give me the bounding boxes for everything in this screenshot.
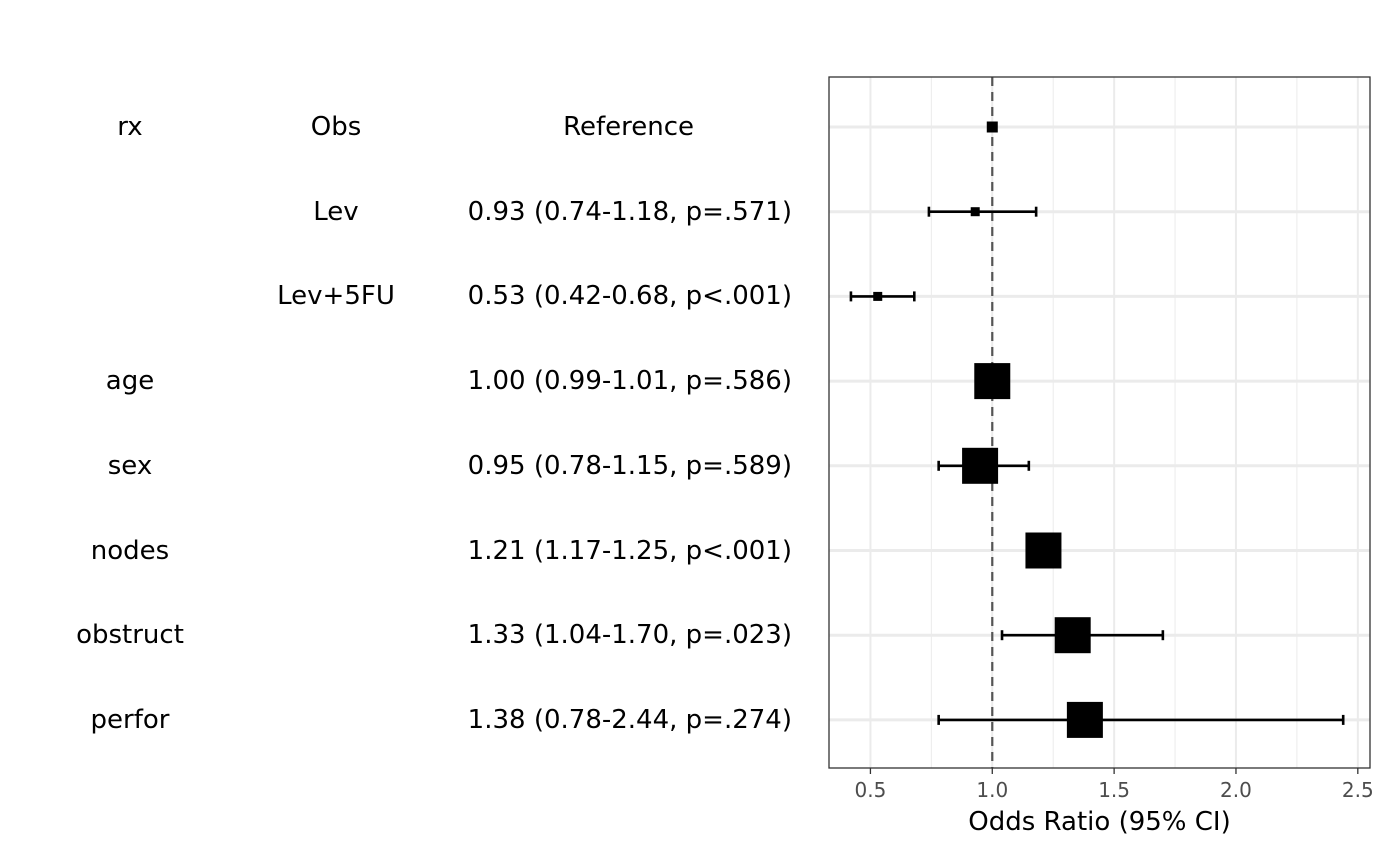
row-variable: age (105, 366, 155, 397)
estimate-marker (962, 447, 999, 484)
row-level: Lev+5FU (277, 281, 395, 312)
estimate-column: Reference 0.93 (0.74-1.18, p=.571) 0.53 (0… (447, 0, 807, 866)
row-estimate: 1.38 (0.78-2.44, p=.274) (467, 704, 792, 735)
estimate-marker (1054, 617, 1091, 654)
x-tick-label: 1.0 (976, 778, 1008, 802)
row-estimate: 0.53 (0.42-0.68, p<.001) (467, 281, 792, 312)
x-tick-label: 2.0 (1220, 778, 1252, 802)
row-estimate: 0.93 (0.74-1.18, p=.571) (467, 196, 792, 227)
x-tick-label: 2.5 (1342, 778, 1374, 802)
row-variable: obstruct (76, 620, 184, 651)
row-variable: rx (117, 112, 143, 142)
x-tick-label: 0.5 (855, 778, 887, 802)
row-estimate: 0.95 (0.78-1.15, p=.589) (467, 450, 792, 481)
row-estimate: 1.00 (0.99-1.01, p=.586) (467, 366, 792, 397)
row-estimate: 1.21 (1.17-1.25, p<.001) (467, 535, 792, 566)
x-tick-label: 1.5 (1098, 778, 1130, 802)
row-variable: perfor (90, 704, 170, 735)
row-level: Lev (313, 196, 359, 227)
plot-panel (829, 77, 1370, 768)
estimate-marker (970, 207, 980, 217)
row-estimate: Reference (563, 112, 694, 142)
row-variable: sex (107, 450, 153, 481)
estimate-marker (1066, 701, 1103, 738)
estimate-marker (1025, 532, 1062, 569)
estimate-marker (974, 363, 1011, 400)
estimate-marker (986, 121, 998, 133)
row-level: Obs (310, 112, 362, 142)
plot-border (828, 76, 1371, 769)
x-axis-title: Odds Ratio (95% CI) (968, 807, 1230, 837)
estimate-marker (873, 291, 883, 301)
estimate-table: rx age sex nodes obstruct perfor Obs Lev Lev+5F… (76, 0, 807, 866)
row-estimate: 1.33 (1.04-1.70, p=.023) (467, 620, 792, 651)
row-variable: nodes (90, 535, 170, 566)
